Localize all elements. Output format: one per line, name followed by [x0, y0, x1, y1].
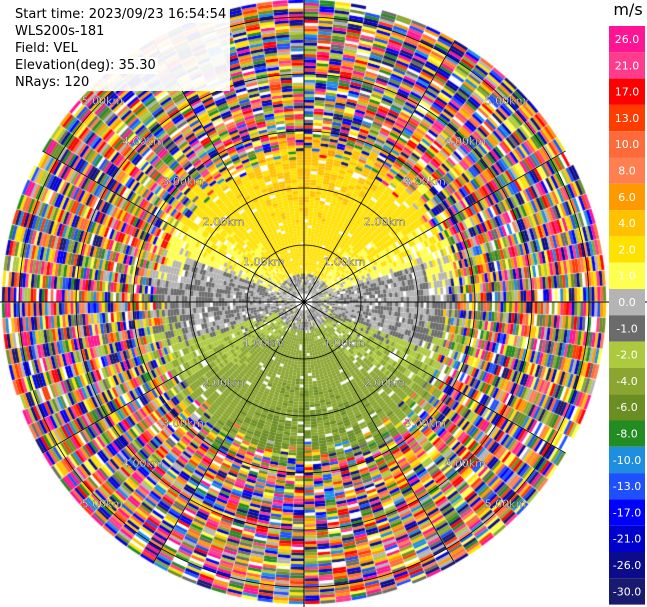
- station-label: WLS200s-181: [13, 23, 107, 40]
- colorbar-tick-label: -13.0: [613, 480, 641, 493]
- azimuth-spoke: [42, 150, 305, 303]
- colorbar-swatch: [609, 367, 645, 395]
- colorbar-tick-label: 13.0: [615, 112, 640, 125]
- colorbar-tick-label: 21.0: [615, 59, 640, 72]
- colorbar-tick-label: -21.0: [613, 533, 641, 546]
- colorbar-swatch: [609, 446, 645, 474]
- colorbar-tick-label: -2.0: [616, 349, 637, 362]
- range-ring-label: 3.00km: [162, 175, 204, 188]
- colorbar-swatch: [609, 78, 645, 105]
- colorbar-swatch: [609, 157, 645, 184]
- azimuth-spoke: [303, 301, 566, 454]
- scan-info-panel: Start time: 2023/09/23 16:54:54 WLS200s-…: [11, 6, 231, 91]
- colorbar-unit-label: m/s: [613, 0, 643, 19]
- colorbar-tick-label: 8.0: [618, 165, 636, 178]
- range-ring-label: 1.00km: [243, 336, 285, 349]
- range-ring-label: 3.00km: [404, 175, 446, 188]
- azimuth-spoke: [303, 40, 456, 303]
- range-ring-label: 5.00km: [485, 498, 527, 511]
- azimuth-spoke: [303, 301, 456, 564]
- colorbar-tick-label: 1.0: [618, 270, 636, 283]
- colorbar-tick-label: -30.0: [613, 585, 641, 598]
- colorbar-tick-label: -1.0: [616, 322, 637, 335]
- colorbar-swatch: [609, 262, 645, 289]
- range-ring-label: 4.00km: [122, 135, 164, 148]
- colorbar-swatch: [609, 473, 645, 500]
- colorbar-tick-label: -10.0: [613, 454, 641, 467]
- range-ring-label: 1.00km: [324, 256, 366, 269]
- field-label: Field: VEL: [13, 40, 80, 57]
- range-ring-label: 2.00km: [364, 215, 406, 228]
- colorbar-tick-label: -26.0: [613, 559, 641, 572]
- colorbar-swatch: [609, 26, 645, 53]
- colorbar-tick-label: 26.0: [615, 33, 640, 46]
- start-time-label: Start time: 2023/09/23 16:54:54: [13, 6, 229, 23]
- colorbar-swatch: [609, 131, 645, 158]
- range-ring-label: 4.00km: [444, 135, 486, 148]
- range-ring-label: 5.00km: [485, 94, 527, 107]
- range-ring-label: 4.00km: [444, 457, 486, 470]
- colorbar-swatch: [609, 289, 645, 316]
- colorbar-swatch: [609, 394, 645, 421]
- colorbar-swatch: [609, 552, 645, 579]
- colorbar-tick-label: 17.0: [615, 86, 640, 99]
- colorbar-swatch: [609, 525, 645, 552]
- azimuth-spoke: [303, 150, 566, 303]
- azimuth-spoke: [152, 301, 305, 564]
- range-ring-label: 3.00km: [162, 417, 204, 430]
- range-ring-label: 1.00km: [324, 336, 366, 349]
- colorbar-swatch: [609, 420, 645, 447]
- range-ring-label: 2.00km: [364, 377, 406, 390]
- range-ring-label: 4.00km: [122, 457, 164, 470]
- colorbar-tick-label: 10.0: [615, 138, 640, 151]
- colorbar-swatch: [609, 183, 645, 211]
- colorbar-swatch: [609, 315, 645, 342]
- nrays-label: NRays: 120: [13, 74, 92, 91]
- colorbar-tick-label: -6.0: [616, 401, 637, 414]
- colorbar-swatch: [609, 104, 645, 132]
- colorbar-swatch: [609, 210, 645, 237]
- colorbar-tick-label: 2.0: [618, 243, 636, 256]
- range-ring-label: 3.00km: [404, 417, 446, 430]
- colorbar-swatch: [609, 236, 645, 263]
- azimuth-spoke: [42, 301, 305, 454]
- colorbar-tick-label: -8.0: [616, 428, 637, 441]
- colorbar-tick-label: -4.0: [616, 375, 637, 388]
- colorbar-swatch: [609, 341, 645, 368]
- colorbar-tick-label: 0.0: [618, 296, 636, 309]
- range-ring-label: 1.00km: [243, 256, 285, 269]
- range-ring-label: 5.00km: [82, 94, 124, 107]
- range-ring-label: 5.00km: [82, 498, 124, 511]
- colorbar-tick-label: -17.0: [613, 506, 641, 519]
- range-ring-label: 2.00km: [203, 215, 245, 228]
- colorbar-tick-label: 6.0: [618, 191, 636, 204]
- range-ring-label: 2.00km: [203, 377, 245, 390]
- colorbar-swatch: [609, 52, 645, 79]
- colorbar-tick-label: 4.0: [618, 217, 636, 230]
- elevation-label: Elevation(deg): 35.30: [13, 57, 158, 74]
- colorbar-swatch: [609, 578, 645, 605]
- colorbar-swatch: [609, 499, 645, 526]
